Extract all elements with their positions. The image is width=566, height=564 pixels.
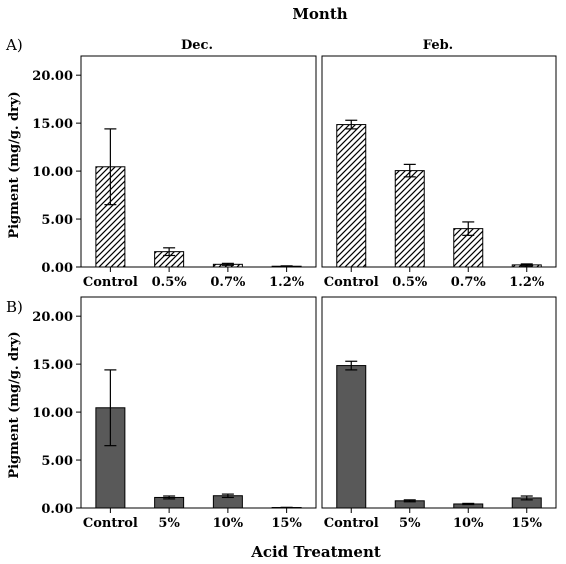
y-tick-label: 5.00 [41,213,73,228]
y-tick-label: 5.00 [41,454,73,469]
x-tick-label: Control [83,516,138,531]
x-tick-label: 1.2% [269,275,305,290]
y-tick-label: 0.00 [41,261,73,276]
y-tick-label: 20.00 [32,310,73,325]
panel-a-dec: 0.00 5.00 10.00 15.00 20.00 Control 0.5% 0.7% 1.… [32,55,317,290]
y-tick-label: 10.00 [32,406,73,421]
chart-panels: 0.00 5.00 10.00 15.00 20.00 Control 0.5% 0.7% 1.… [32,55,557,531]
error-bar [345,360,358,371]
error-bar [462,221,475,236]
error-bar [403,163,416,178]
y-tick-label: 0.00 [41,502,73,517]
error-bar [104,369,117,447]
x-tick-label: 5% [158,516,180,531]
x-tick-label: Control [324,275,379,290]
y-tick-label: 15.00 [32,358,73,373]
panel-b-dec: 0.00 5.00 10.00 15.00 20.00 Control 5% 10% 15% [32,296,317,531]
x-tick-label: 10% [453,516,484,531]
y-tick-label: 15.00 [32,117,73,132]
row-label-a: A) [5,36,23,54]
error-bar [221,262,234,266]
x-tick-label: 10% [213,516,244,531]
error-bar [520,263,533,267]
error-bar [163,247,176,257]
y-axis-title-a: Pigment (mg/g. dry) [7,91,22,238]
x-tick-label: Control [83,275,138,290]
x-tick-label: 0.7% [451,275,487,290]
x-tick-label: 5% [399,516,421,531]
x-tick-label: Control [324,516,379,531]
bar [394,170,425,268]
x-tick-label: 0.5% [392,275,428,290]
y-tick-label: 10.00 [32,165,73,180]
row-label-b: B) [6,298,23,316]
bar [336,124,367,268]
error-bar [104,128,117,206]
bar [336,365,367,509]
x-tick-label: 15% [512,516,543,531]
x-tick-label: 1.2% [509,275,545,290]
error-bar [280,265,293,268]
y-axis-title-b: Pigment (mg/g. dry) [7,331,22,478]
month-title: Month [292,5,347,23]
panel-b-feb: Control 5% 10% 15% [321,296,557,531]
column-title-feb: Feb. [423,38,453,53]
error-bar [462,502,475,506]
x-tick-label: 15% [271,516,302,531]
x-axis-title: Acid Treatment [250,543,381,561]
column-title-dec: Dec. [181,38,213,53]
error-bar [163,495,176,500]
error-bar [221,493,234,499]
error-bar [345,119,358,130]
error-bar [403,499,416,503]
x-tick-label: 0.7% [210,275,246,290]
panel-a-feb: Control 0.5% 0.7% 1.2% [321,55,557,290]
x-tick-label: 0.5% [152,275,188,290]
y-tick-label: 20.00 [32,69,73,84]
error-bar [520,495,533,501]
